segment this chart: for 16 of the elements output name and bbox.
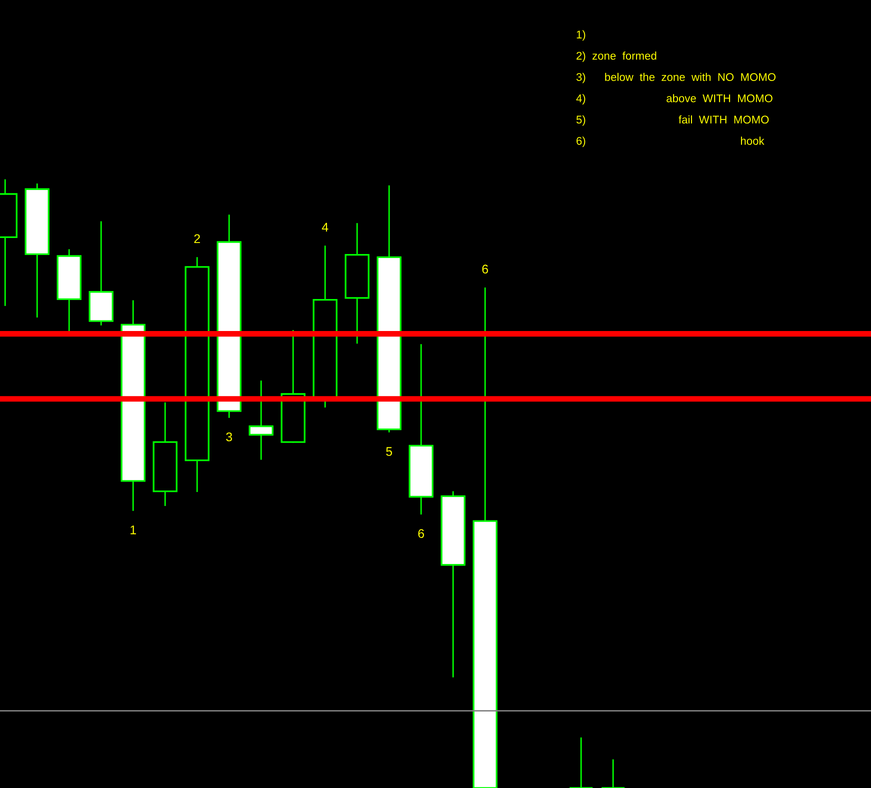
text: 6 xyxy=(482,264,488,274)
candlestick xyxy=(248,380,274,460)
text: 5) fail WITH MOMO xyxy=(576,115,769,126)
text: 3 xyxy=(226,432,232,442)
candlestick xyxy=(568,737,594,788)
text: 2 xyxy=(194,234,200,243)
text: 1) xyxy=(576,30,586,41)
text: 2) zone formed xyxy=(576,52,656,62)
text: 6) hook xyxy=(576,136,764,148)
text: 4 xyxy=(322,222,328,232)
text: 3) below the zone with NO MOMO xyxy=(576,72,776,84)
text: 1 xyxy=(130,526,136,534)
text: 6 xyxy=(418,529,424,538)
candlestick xyxy=(600,759,626,788)
text: 5 xyxy=(386,447,392,456)
text: 4) above WITH MOMO xyxy=(576,94,772,104)
